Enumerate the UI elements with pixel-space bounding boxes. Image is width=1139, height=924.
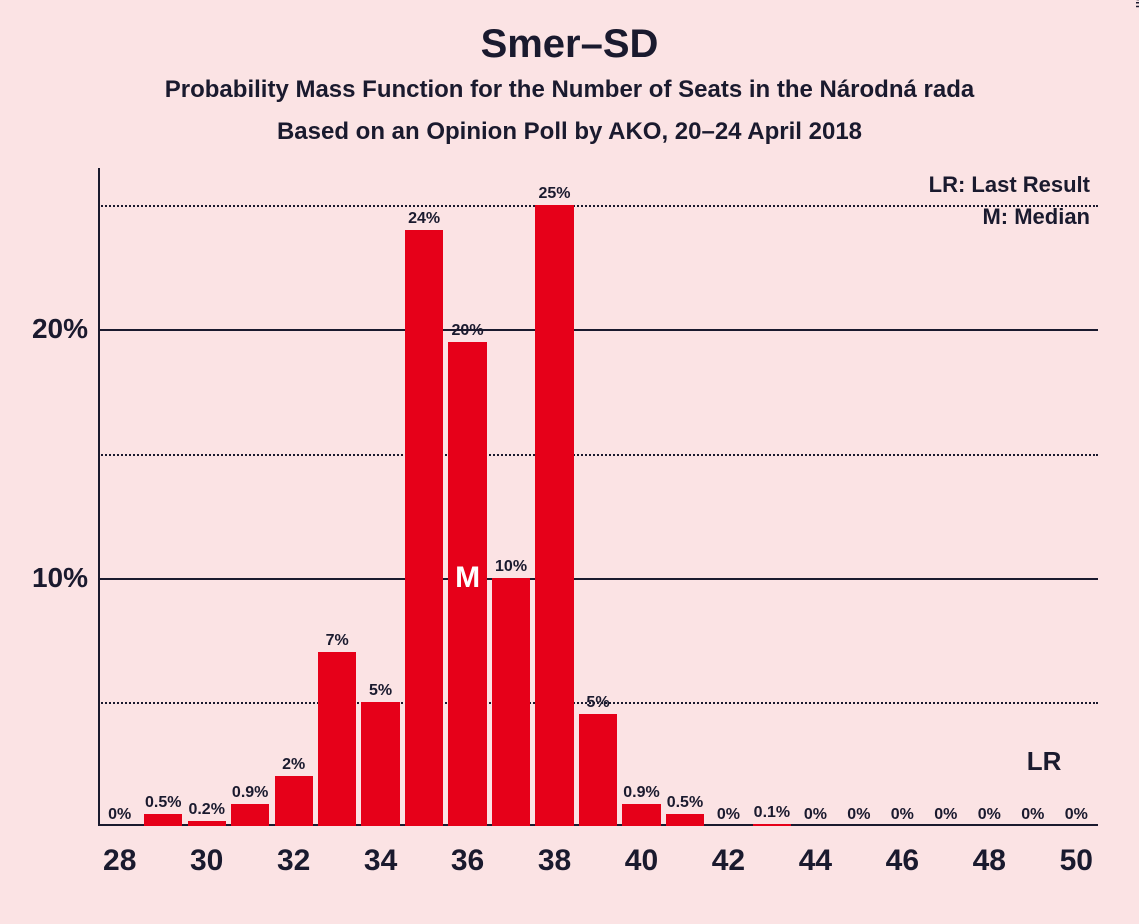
x-axis-label: 40 bbox=[625, 826, 658, 878]
x-axis-label: 30 bbox=[190, 826, 223, 878]
bar: 0.2% bbox=[188, 821, 226, 826]
x-axis-label: 42 bbox=[712, 826, 745, 878]
bar-value-label: 0.2% bbox=[188, 801, 224, 821]
last-result-marker: LR bbox=[1027, 746, 1062, 777]
bar: 2% bbox=[275, 776, 313, 826]
bar-value-label: 0.9% bbox=[232, 784, 268, 804]
bar-value-label: 0.5% bbox=[145, 794, 181, 814]
plot-area: 10%20%2830323436384042444648500%0.5%0.2%… bbox=[98, 168, 1098, 826]
bar: 0.5% bbox=[666, 814, 704, 826]
bar: 0.1% bbox=[753, 824, 791, 826]
gridline-major bbox=[98, 578, 1098, 580]
bar: 7% bbox=[318, 652, 356, 826]
copyright-text: © 2020 Filip van Laenen bbox=[1133, 0, 1139, 8]
bar-value-label: 0% bbox=[108, 806, 131, 826]
bar-value-label: 5% bbox=[586, 694, 609, 714]
bar: 5% bbox=[579, 714, 617, 826]
bar: 0.9% bbox=[231, 804, 269, 826]
chart-container: Smer–SD Probability Mass Function for th… bbox=[0, 0, 1139, 924]
median-marker: M bbox=[455, 561, 480, 595]
bar-value-label: 0% bbox=[1065, 806, 1088, 826]
y-axis-label: 20% bbox=[32, 313, 98, 345]
legend-median: M: Median bbox=[982, 204, 1090, 230]
chart-subtitle-2: Based on an Opinion Poll by AKO, 20–24 A… bbox=[0, 118, 1139, 146]
bar-value-label: 0% bbox=[1021, 806, 1044, 826]
y-axis-line bbox=[98, 168, 100, 826]
x-axis-label: 48 bbox=[973, 826, 1006, 878]
bar-value-label: 0% bbox=[934, 806, 957, 826]
x-axis-label: 46 bbox=[886, 826, 919, 878]
x-axis-label: 38 bbox=[538, 826, 571, 878]
bar-value-label: 24% bbox=[408, 210, 440, 230]
gridline-major bbox=[98, 329, 1098, 331]
bar-value-label: 5% bbox=[369, 682, 392, 702]
x-axis-label: 44 bbox=[799, 826, 832, 878]
bar-value-label: 25% bbox=[539, 185, 571, 205]
x-axis-label: 50 bbox=[1060, 826, 1093, 878]
bar-value-label: 0.9% bbox=[623, 784, 659, 804]
x-axis-label: 28 bbox=[103, 826, 136, 878]
bar-value-label: 2% bbox=[282, 756, 305, 776]
bar: 5% bbox=[361, 702, 399, 826]
bar-value-label: 7% bbox=[326, 632, 349, 652]
gridline-minor bbox=[98, 205, 1098, 207]
bar: 25% bbox=[535, 205, 573, 826]
chart-subtitle-1: Probability Mass Function for the Number… bbox=[0, 76, 1139, 104]
legend-last-result: LR: Last Result bbox=[929, 172, 1090, 198]
bar: 0.5% bbox=[144, 814, 182, 826]
bar-value-label: 0.1% bbox=[754, 804, 790, 824]
gridline-minor bbox=[98, 454, 1098, 456]
bar-value-label: 0% bbox=[804, 806, 827, 826]
y-axis-label: 10% bbox=[32, 562, 98, 594]
bar: 24% bbox=[405, 230, 443, 826]
bar-value-label: 0% bbox=[717, 806, 740, 826]
bar-value-label: 0.5% bbox=[667, 794, 703, 814]
bar: 0.9% bbox=[622, 804, 660, 826]
bar: 10% bbox=[492, 578, 530, 826]
bar-value-label: 20% bbox=[452, 322, 484, 342]
chart-title: Smer–SD bbox=[0, 22, 1139, 67]
x-axis-label: 36 bbox=[451, 826, 484, 878]
bar-value-label: 0% bbox=[847, 806, 870, 826]
bar-value-label: 10% bbox=[495, 558, 527, 578]
x-axis-label: 32 bbox=[277, 826, 310, 878]
bar-value-label: 0% bbox=[891, 806, 914, 826]
x-axis-label: 34 bbox=[364, 826, 397, 878]
bar-value-label: 0% bbox=[978, 806, 1001, 826]
